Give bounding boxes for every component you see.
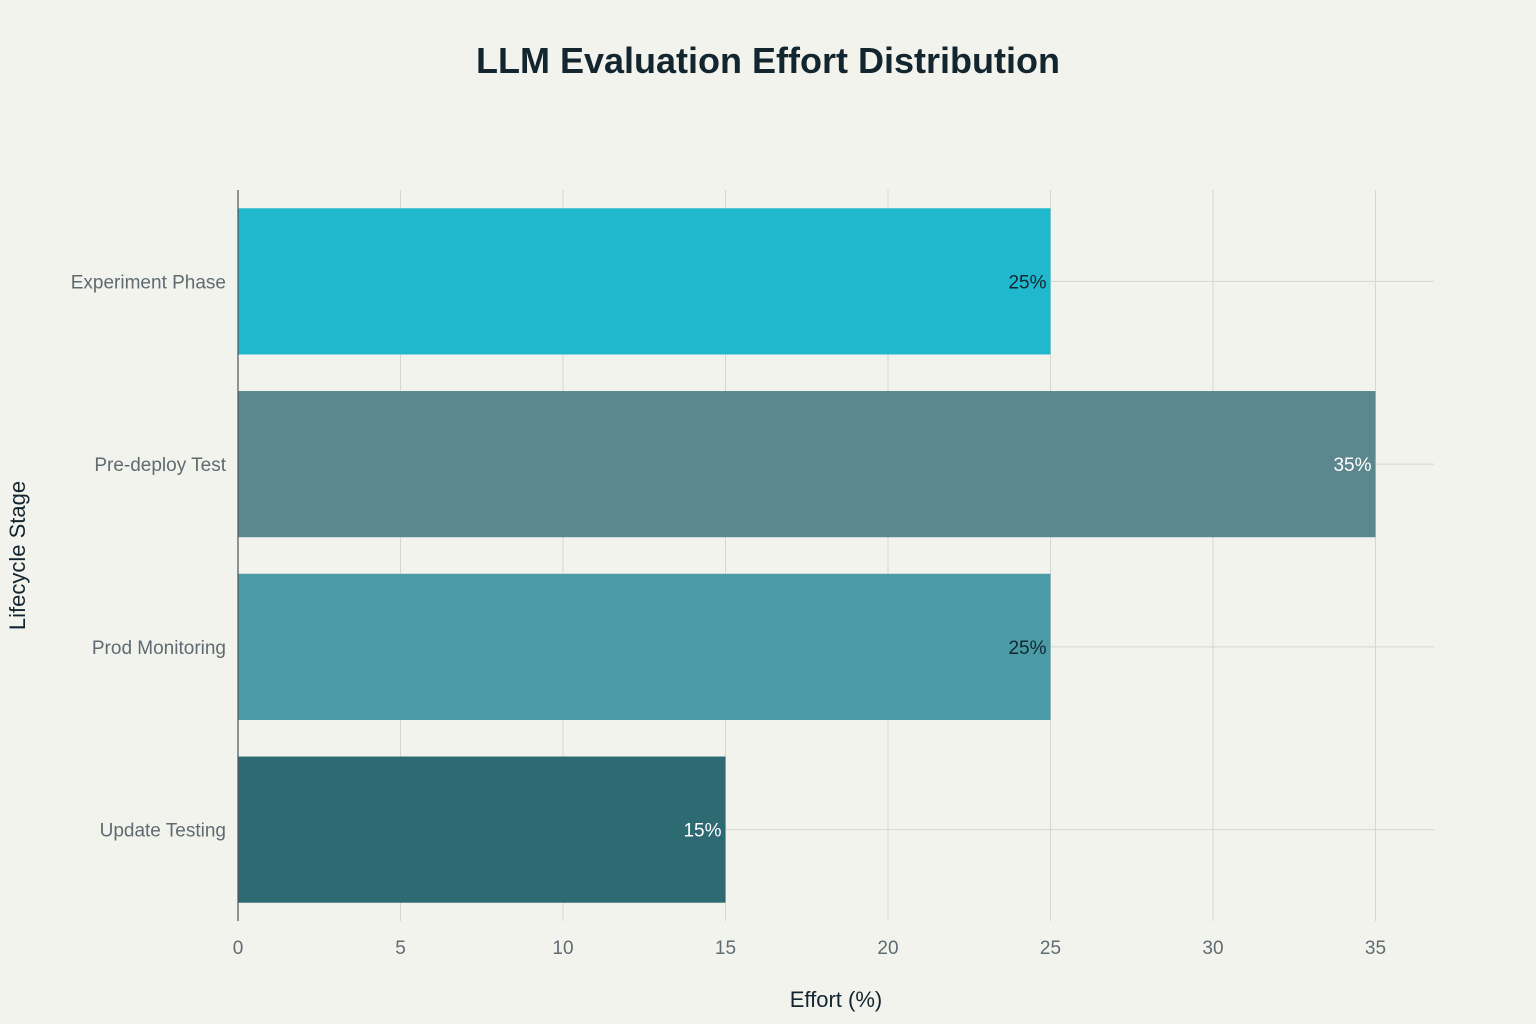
- bar: [238, 573, 1051, 720]
- y-tick-label: Prod Monitoring: [92, 638, 226, 659]
- x-tick-label: 30: [1202, 938, 1223, 959]
- labels: 0 5 10 15 20 25 30 35 25% Experiment Phase 35% Pre-…: [71, 272, 1386, 959]
- x-tick-label: 35: [1365, 938, 1386, 959]
- bar-data-label: 15%: [683, 821, 721, 842]
- x-tick-label: 15: [715, 938, 736, 959]
- x-tick-label: 20: [877, 938, 898, 959]
- chart-title: LLM Evaluation Effort Distribution: [476, 40, 1060, 81]
- bar: [238, 756, 726, 903]
- y-axis-title: Lifecycle Stage: [5, 481, 30, 630]
- x-axis-title: Effort (%): [790, 987, 883, 1012]
- bar: [238, 208, 1051, 355]
- y-tick-label: Update Testing: [100, 821, 226, 842]
- bar: [238, 391, 1376, 538]
- bar-data-label: 25%: [1008, 638, 1046, 659]
- x-tick-label: 0: [233, 938, 244, 959]
- x-tick-label: 25: [1040, 938, 1061, 959]
- bars: [238, 208, 1376, 903]
- bar-data-label: 35%: [1333, 455, 1371, 476]
- y-tick-label: Experiment Phase: [71, 272, 226, 293]
- x-tick-label: 5: [395, 938, 406, 959]
- y-tick-label: Pre-deploy Test: [94, 455, 226, 476]
- x-tick-label: 10: [552, 938, 573, 959]
- bar-data-label: 25%: [1008, 272, 1046, 293]
